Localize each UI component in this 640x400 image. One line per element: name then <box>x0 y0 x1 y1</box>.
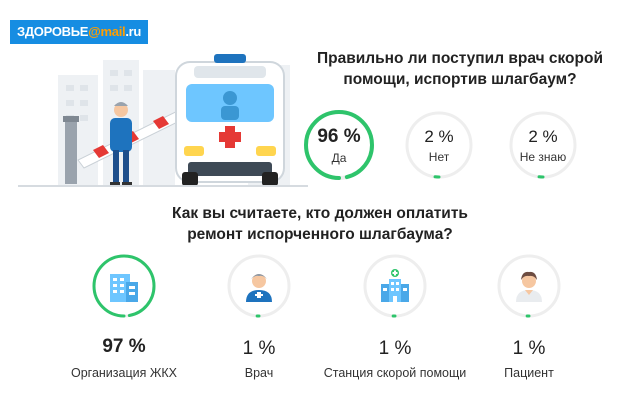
poll2-option-ambulance-station <box>363 254 427 318</box>
poll2-option-doctor <box>227 254 291 318</box>
option-label: Да <box>331 150 347 165</box>
guard-icon <box>110 102 132 186</box>
ambulance-illustration <box>18 54 308 187</box>
poll1-question-line2: помощи, испортив шлагбаум? <box>343 71 577 88</box>
poll2-percent-patient: 1 % <box>512 338 546 359</box>
poll2-question-line1: Как вы считаете, кто должен оплатить <box>172 205 468 222</box>
poll2-label-doctor: Врач <box>244 366 274 380</box>
site-logo[interactable]: ЗДОРОВЬЕ@mail.ru <box>10 20 149 44</box>
poll2-question-line2: ремонт испорченного шлагбаума? <box>187 226 453 243</box>
poll1-option-no: 2 % Нет <box>404 110 474 180</box>
option-percent: 2 % <box>528 126 558 146</box>
option-percent: 2 % <box>424 126 454 146</box>
patient-icon <box>516 271 542 302</box>
poll2-option-housing-org <box>92 254 156 318</box>
barrier-post-icon <box>65 120 77 184</box>
poll2-option-patient <box>497 254 561 318</box>
poll1-question: Правильно ли поступил врач скорой помощи… <box>300 48 620 90</box>
poll1-question-line1: Правильно ли поступил врач скорой <box>316 50 603 67</box>
poll1-option-yes: 96 % Да <box>302 108 376 182</box>
doctor-icon <box>246 274 272 302</box>
poll2-percent-housing-org: 97 % <box>102 336 146 357</box>
hospital-icon <box>381 269 409 302</box>
option-label: Нет <box>428 149 450 164</box>
building-icon <box>110 274 138 302</box>
poll2-label-ambulance-station: Станция скорой помощи <box>323 366 467 380</box>
poll2-label-housing-org: Организация ЖКХ <box>70 366 178 380</box>
option-label: Не знаю <box>519 149 567 164</box>
logo-text: ЗДОРОВЬЕ@mail.ru <box>10 20 149 44</box>
poll2-percent-doctor: 1 % <box>242 338 276 359</box>
poll2-label-patient: Пациент <box>504 366 554 380</box>
poll2-percent-ambulance-station: 1 % <box>378 338 412 359</box>
ambulance-icon <box>175 54 285 186</box>
option-percent: 96 % <box>317 125 361 147</box>
poll2-question: Как вы считаете, кто должен оплатить рем… <box>130 203 510 245</box>
poll1-option-dont-know: 2 % Не знаю <box>508 110 578 180</box>
